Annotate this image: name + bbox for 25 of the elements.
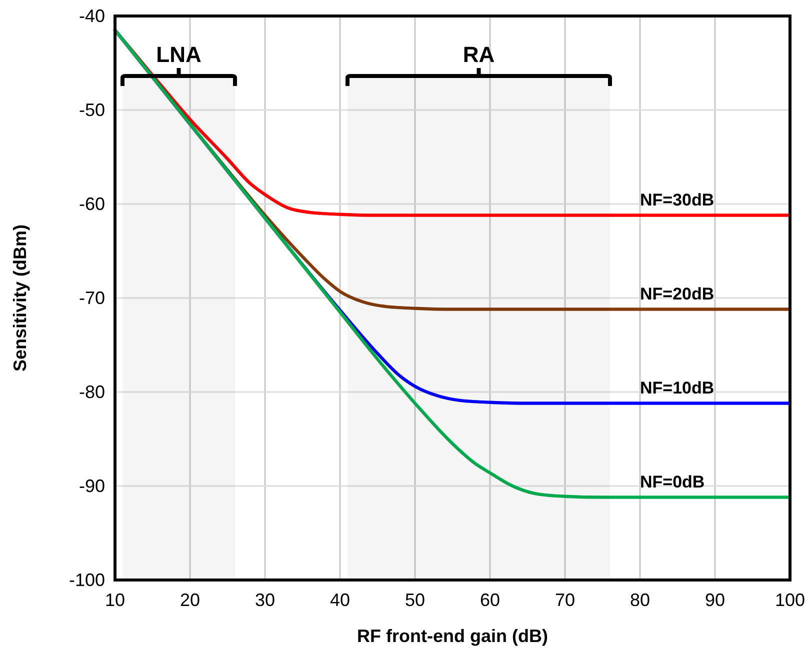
series-label: NF=20dB (640, 284, 714, 304)
series-label: NF=10dB (640, 378, 714, 398)
y-tick-label: -80 (78, 382, 105, 402)
y-tick-label: -70 (78, 288, 105, 308)
x-tick-label: 40 (330, 590, 350, 610)
x-axis-title: RF front-end gain (dB) (357, 626, 548, 646)
y-tick-label: -50 (78, 100, 105, 120)
y-tick-label: -40 (78, 6, 105, 26)
x-tick-label: 100 (774, 590, 806, 610)
band-label: LNA (156, 42, 202, 67)
x-tick-label: 30 (254, 590, 276, 610)
y-tick-label: -90 (78, 476, 105, 496)
x-tick-label: 50 (404, 590, 426, 610)
x-tick-label: 20 (180, 590, 200, 610)
series-label: NF=30dB (640, 190, 714, 210)
y-tick-label: -100 (68, 570, 105, 590)
series-label: NF=0dB (640, 472, 705, 492)
band-label: RA (462, 42, 495, 67)
x-tick-label: 80 (630, 590, 650, 610)
x-tick-label: 90 (704, 590, 726, 610)
x-tick-label: 60 (480, 590, 500, 610)
x-tick-label: 70 (554, 590, 576, 610)
x-tick-label: 10 (104, 590, 126, 610)
y-tick-label: -60 (78, 194, 105, 214)
y-axis-title: Sensitivity (dBm) (10, 224, 30, 372)
